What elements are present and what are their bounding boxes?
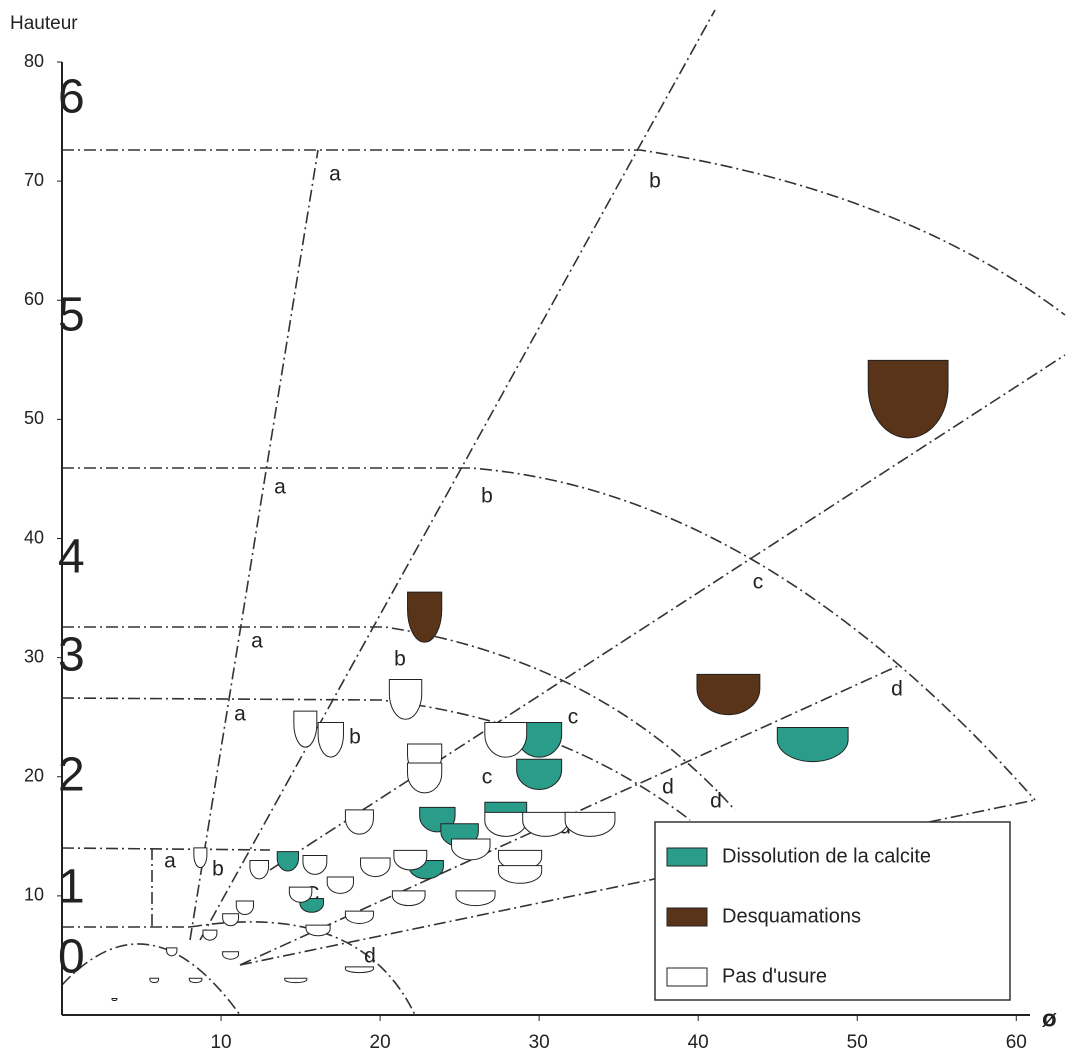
vessel	[450, 838, 491, 861]
vessel	[249, 860, 270, 880]
y-tick-label: 80	[24, 51, 44, 71]
x-tick-label: 20	[370, 1032, 391, 1053]
zone-letter: a	[164, 850, 176, 873]
vessel	[391, 890, 426, 907]
legend: Dissolution de la calcite Desquamations Pa…	[654, 821, 1011, 1001]
zone-letter: b	[481, 485, 493, 508]
vessel	[407, 591, 443, 643]
legend-swatch	[666, 907, 708, 927]
vessel	[516, 758, 563, 791]
x-axis-label: ø	[1042, 1005, 1057, 1032]
zone-letter: a	[251, 630, 263, 653]
guide-line	[269, 354, 1066, 871]
vessel	[388, 678, 423, 720]
guide-line	[189, 149, 319, 941]
vessel	[393, 849, 428, 871]
vessel	[484, 811, 528, 837]
size-class-label: 3	[58, 629, 85, 682]
guide-line	[61, 943, 241, 1016]
x-tick-label: 50	[847, 1032, 868, 1053]
guide-line	[62, 149, 1066, 316]
y-tick-label: 30	[24, 646, 44, 666]
vessel	[149, 977, 160, 984]
vessel	[302, 854, 328, 875]
zone-letter: c	[753, 571, 764, 594]
vessel	[497, 865, 543, 884]
guide-line	[62, 467, 1036, 801]
vessel	[222, 951, 240, 960]
legend-swatch	[666, 967, 708, 987]
size-class-label: 5	[58, 289, 85, 342]
zone-letter: b	[212, 858, 224, 881]
vessel	[407, 762, 443, 794]
zone-letter: d	[710, 790, 722, 813]
y-tick-label: 50	[24, 408, 44, 428]
x-tick-label: 60	[1006, 1032, 1027, 1053]
vessel	[293, 710, 318, 748]
legend-label: Desquamations	[722, 905, 861, 927]
size-class-label: 2	[58, 749, 85, 802]
y-tick-label: 40	[24, 527, 44, 547]
vessel	[326, 876, 354, 894]
vessel	[344, 910, 374, 924]
vessel	[317, 721, 344, 758]
legend-box	[654, 821, 1011, 1001]
vessel	[284, 977, 308, 984]
size-class-label: 1	[58, 861, 85, 914]
vessel	[344, 809, 374, 835]
vessel	[202, 929, 218, 941]
vessel	[193, 847, 208, 869]
y-tick-label: 20	[24, 766, 44, 786]
vessel	[344, 966, 374, 974]
legend-label: Dissolution de la calcite	[722, 845, 931, 867]
legend-label: Pas d'usure	[722, 965, 827, 987]
size-class-label: 6	[58, 71, 85, 124]
vessel	[867, 359, 949, 439]
vessel	[776, 727, 849, 763]
y-tick-label: 70	[24, 170, 44, 190]
vessel	[166, 947, 178, 957]
vessel	[696, 673, 761, 716]
vessel	[188, 977, 203, 984]
vessel	[276, 851, 299, 872]
vessel	[111, 998, 118, 1002]
guide-line	[199, 9, 716, 941]
x-tick-label: 30	[529, 1032, 550, 1053]
vessel	[222, 913, 240, 927]
legend-swatch	[666, 847, 708, 867]
vessel	[455, 890, 496, 907]
zone-letter: c	[482, 766, 493, 789]
vessel	[564, 811, 616, 837]
zone-letter: d	[662, 776, 674, 799]
vessel	[299, 898, 324, 913]
vessel	[288, 886, 313, 903]
zone-letter: a	[234, 703, 246, 726]
zone-letter: a	[274, 476, 286, 499]
zone-letter: d	[891, 678, 903, 701]
x-tick-label: 10	[210, 1032, 231, 1053]
vessel	[235, 900, 255, 916]
y-axis-label: Hauteur	[10, 13, 78, 34]
zone-letter: b	[349, 726, 361, 749]
y-tick-label: 60	[24, 289, 44, 309]
zone-letter: c	[568, 706, 579, 729]
x-tick-label: 40	[688, 1032, 709, 1053]
vessel	[484, 721, 528, 758]
zone-letter: a	[329, 163, 341, 186]
zone-letter: b	[649, 170, 661, 193]
size-class-label: 0	[58, 931, 85, 984]
guide-line	[61, 847, 271, 851]
vessel	[305, 924, 331, 937]
zone-letter: d	[364, 945, 376, 968]
y-tick-label: 10	[24, 885, 44, 905]
size-class-label: 4	[58, 531, 85, 584]
guide-line	[189, 921, 416, 1016]
zone-letter: b	[394, 648, 406, 671]
vessel	[360, 857, 391, 878]
